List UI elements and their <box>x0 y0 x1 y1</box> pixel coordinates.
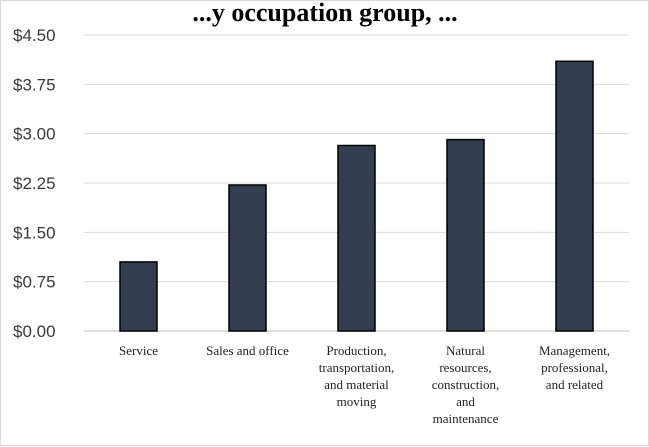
x-tick-label: Sales and office <box>206 343 289 358</box>
chart-title: ...y occupation group, ... <box>192 1 457 27</box>
y-axis-ticks: $0.00 $0.75 $1.50 $2.25 $3.00 $3.75 $4.50 <box>13 26 56 341</box>
y-tick-label: $0.00 <box>13 322 56 341</box>
y-tick-label: $3.00 <box>13 125 56 144</box>
y-tick-label: $1.50 <box>13 223 56 242</box>
bar <box>119 261 158 332</box>
y-tick-label: $2.25 <box>13 174 56 193</box>
y-tick-label: $4.50 <box>13 26 56 45</box>
y-tick-label: $0.75 <box>13 273 56 292</box>
x-tick-label: Natural resources, construction, and mainten… <box>432 343 500 426</box>
bar <box>228 184 267 332</box>
y-tick-label: $3.75 <box>13 75 56 94</box>
x-axis-ticks: Service Sales and office Production, transp… <box>119 343 610 426</box>
bars <box>119 60 594 332</box>
x-tick-label: Service <box>119 343 158 358</box>
bar <box>555 60 594 332</box>
x-tick-label: Management, professional, and related <box>539 343 610 392</box>
bar <box>337 144 376 332</box>
x-tick-label: Production, transportation, and material mo… <box>319 343 394 409</box>
bar <box>446 138 485 332</box>
